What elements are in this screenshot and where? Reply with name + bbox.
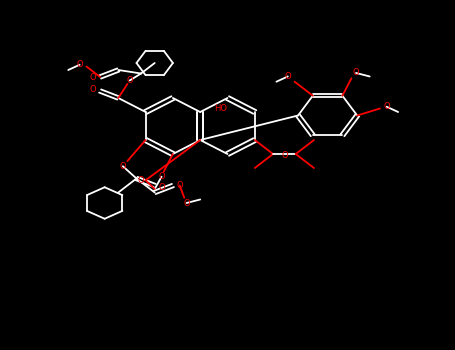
Text: O: O	[138, 176, 144, 185]
Text: O: O	[158, 183, 165, 192]
Text: O: O	[120, 162, 126, 171]
Text: O: O	[76, 60, 83, 69]
Text: O: O	[183, 198, 190, 208]
Text: O: O	[126, 76, 133, 85]
Text: O: O	[384, 102, 390, 111]
Text: O: O	[158, 172, 165, 181]
Text: HO: HO	[214, 104, 227, 113]
Text: O: O	[281, 151, 288, 160]
Text: O: O	[90, 72, 96, 82]
Text: O: O	[284, 72, 291, 81]
Text: O: O	[90, 85, 96, 94]
Text: O: O	[177, 181, 183, 190]
Text: O: O	[353, 69, 359, 77]
